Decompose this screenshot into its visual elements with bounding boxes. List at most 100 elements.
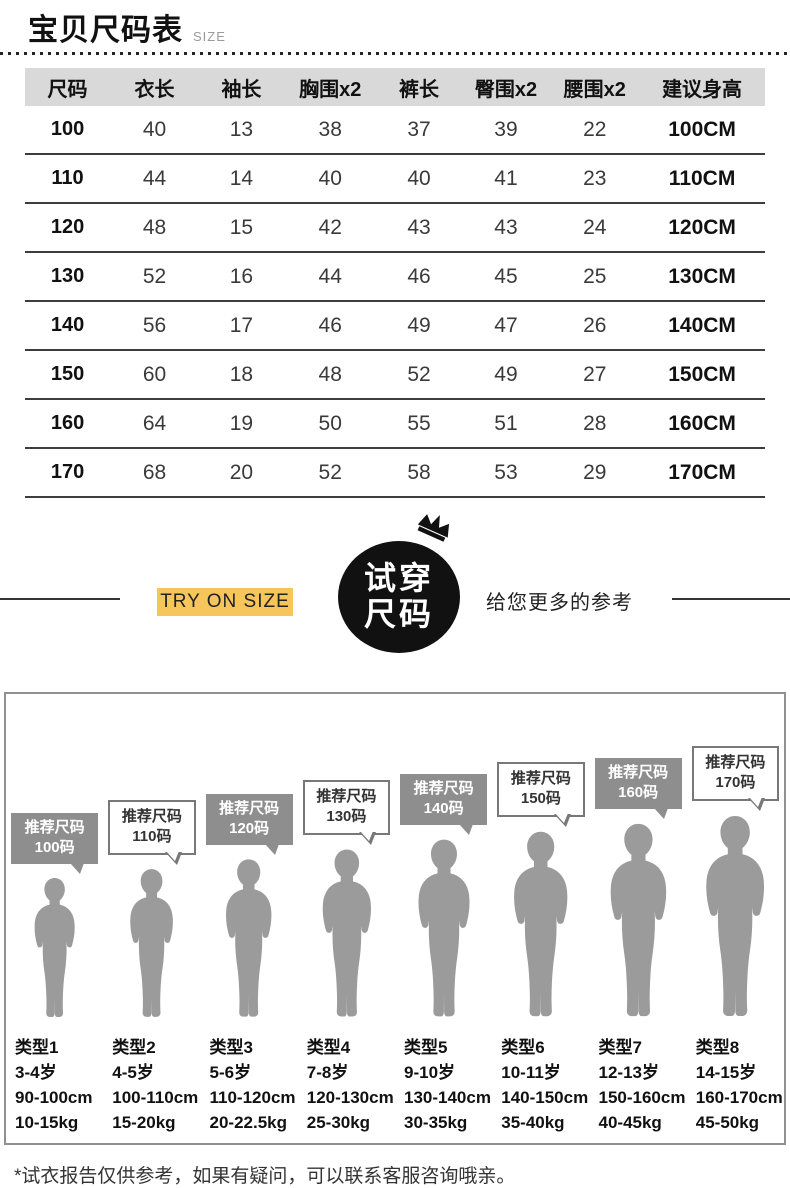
bubble-size: 160码 bbox=[618, 783, 659, 801]
weight-label: 30-35kg bbox=[404, 1113, 468, 1132]
size-table-header: 尺码 衣长 袖长 胸围x2 裤长 臀围x2 腰围x2 建议身高 bbox=[25, 68, 765, 106]
weight-label: 20-22.5kg bbox=[209, 1113, 288, 1132]
bubble-size: 170码 bbox=[715, 773, 756, 791]
child-silhouette bbox=[226, 859, 272, 1017]
cell: 53 bbox=[494, 460, 518, 484]
cell: 140 bbox=[50, 314, 85, 336]
bubble-size: 110码 bbox=[132, 827, 172, 845]
cell: 39 bbox=[494, 117, 518, 141]
cell: 24 bbox=[583, 215, 607, 239]
weight-label: 40-45kg bbox=[598, 1113, 662, 1132]
cell: 160 bbox=[50, 412, 85, 434]
cell: 110CM bbox=[668, 166, 736, 190]
figure-label-140: 类型5 9-10岁 130-140cm 30-35kg bbox=[395, 1035, 492, 1135]
column-header-waist: 腰围x2 bbox=[563, 78, 626, 101]
type-label: 类型5 bbox=[404, 1038, 448, 1057]
figure-label-100: 类型1 3-4岁 90-100cm 10-15kg bbox=[6, 1035, 103, 1135]
cell: 17 bbox=[229, 313, 254, 337]
cell: 47 bbox=[494, 313, 518, 337]
age-label: 10-11岁 bbox=[501, 1063, 561, 1082]
height-label: 160-170cm bbox=[695, 1088, 783, 1107]
page-title: 宝贝尺码表 bbox=[28, 14, 183, 47]
height-label: 110-120cm bbox=[209, 1088, 296, 1107]
cell: 170CM bbox=[668, 460, 736, 484]
age-label: 5-6岁 bbox=[209, 1063, 252, 1082]
cell: 44 bbox=[318, 264, 342, 288]
size-bubble-170: 推荐尺码 170码 bbox=[691, 745, 779, 811]
cell: 42 bbox=[318, 215, 342, 239]
age-label: 3-4岁 bbox=[15, 1063, 57, 1082]
cell: 29 bbox=[583, 460, 607, 484]
cell: 160CM bbox=[668, 411, 736, 435]
figure-label-120: 类型3 5-6岁 110-120cm 20-22.5kg bbox=[201, 1035, 298, 1135]
cell: 68 bbox=[142, 460, 167, 484]
size-bubble-160: 推荐尺码 160码 bbox=[594, 757, 682, 819]
column-header-height: 建议身高 bbox=[662, 78, 743, 101]
cell: 55 bbox=[407, 411, 431, 435]
child-silhouette bbox=[706, 815, 765, 1017]
cell: 25 bbox=[583, 264, 607, 288]
column-header-length: 衣长 bbox=[134, 78, 175, 101]
cell: 40 bbox=[318, 166, 342, 190]
type-label: 类型7 bbox=[598, 1038, 642, 1057]
cell: 14 bbox=[229, 166, 254, 190]
cell: 41 bbox=[494, 166, 518, 190]
cell: 26 bbox=[583, 313, 607, 337]
cell: 49 bbox=[494, 362, 518, 386]
table-row-130: 130 52 16 44 46 45 25 130CM bbox=[25, 253, 765, 302]
cell: 50 bbox=[318, 411, 342, 435]
size-table: 尺码 衣长 袖长 胸围x2 裤长 臀围x2 腰围x2 建议身高 100 40 1… bbox=[25, 68, 765, 498]
cell: 43 bbox=[494, 215, 518, 239]
cell: 18 bbox=[229, 362, 254, 386]
page-subtitle: SIZE bbox=[193, 29, 226, 44]
cell: 58 bbox=[407, 460, 431, 484]
figure-label-160: 类型7 12-13岁 150-160cm 40-45kg bbox=[590, 1035, 687, 1135]
bubble-size: 100码 bbox=[34, 838, 75, 856]
age-label: 7-8岁 bbox=[306, 1063, 349, 1082]
type-label: 类型6 bbox=[501, 1038, 545, 1057]
cell: 40 bbox=[407, 166, 431, 190]
cell: 22 bbox=[583, 117, 607, 141]
cell: 100 bbox=[50, 118, 85, 140]
cell: 46 bbox=[318, 313, 342, 337]
height-label: 100-110cm bbox=[112, 1088, 199, 1107]
age-label: 4-5岁 bbox=[112, 1063, 154, 1082]
cell: 19 bbox=[229, 411, 254, 435]
age-label: 9-10岁 bbox=[404, 1063, 456, 1082]
type-label: 类型3 bbox=[209, 1038, 253, 1057]
type-label: 类型8 bbox=[695, 1038, 740, 1057]
cell: 60 bbox=[142, 362, 167, 386]
figure-column-130: 推荐尺码 130码 bbox=[298, 694, 395, 1019]
table-row-100: 100 40 13 38 37 39 22 100CM bbox=[25, 106, 765, 155]
cell: 40 bbox=[142, 117, 167, 141]
weight-label: 15-20kg bbox=[112, 1113, 176, 1132]
type-label: 类型2 bbox=[112, 1038, 156, 1057]
weight-label: 45-50kg bbox=[695, 1113, 760, 1132]
cell: 100CM bbox=[668, 117, 736, 141]
footnote: *试衣报告仅供参考，如果有疑问，可以联系客服咨询哦亲。 bbox=[14, 1166, 516, 1187]
cell: 43 bbox=[407, 215, 431, 239]
cell: 16 bbox=[229, 264, 254, 288]
figure-label-150: 类型6 10-11岁 140-150cm 35-40kg bbox=[492, 1035, 589, 1135]
column-header-chest: 胸围x2 bbox=[299, 78, 362, 101]
bubble-size: 140码 bbox=[423, 799, 464, 817]
cell: 130CM bbox=[668, 264, 736, 288]
bubble-label: 推荐尺码 bbox=[608, 763, 669, 781]
figure-column-170: 推荐尺码 170码 bbox=[687, 694, 784, 1019]
height-label: 140-150cm bbox=[501, 1088, 589, 1107]
divider-line-left bbox=[0, 598, 120, 600]
divider-line-right bbox=[672, 598, 790, 600]
figure-column-150: 推荐尺码 150码 bbox=[492, 694, 589, 1019]
crown-icon bbox=[417, 514, 450, 542]
cell: 170 bbox=[50, 461, 85, 483]
cell: 37 bbox=[407, 117, 431, 141]
page-header: 宝贝尺码表 SIZE bbox=[0, 0, 790, 52]
bubble-size: 150码 bbox=[520, 789, 561, 807]
cell: 13 bbox=[229, 117, 254, 141]
figure-column-100: 推荐尺码 100码 bbox=[6, 694, 103, 1019]
size-bubble-100: 推荐尺码 100码 bbox=[11, 812, 99, 874]
try-on-band: TRY ON SIZE 试穿 尺码 给您更多的参考 bbox=[0, 498, 790, 680]
cell: 45 bbox=[494, 264, 518, 288]
stamp-line1: 试穿 bbox=[363, 560, 434, 597]
figure-labels-row: 类型1 3-4岁 90-100cm 10-15kg 类型2 4-5岁 100-1… bbox=[6, 1019, 784, 1135]
